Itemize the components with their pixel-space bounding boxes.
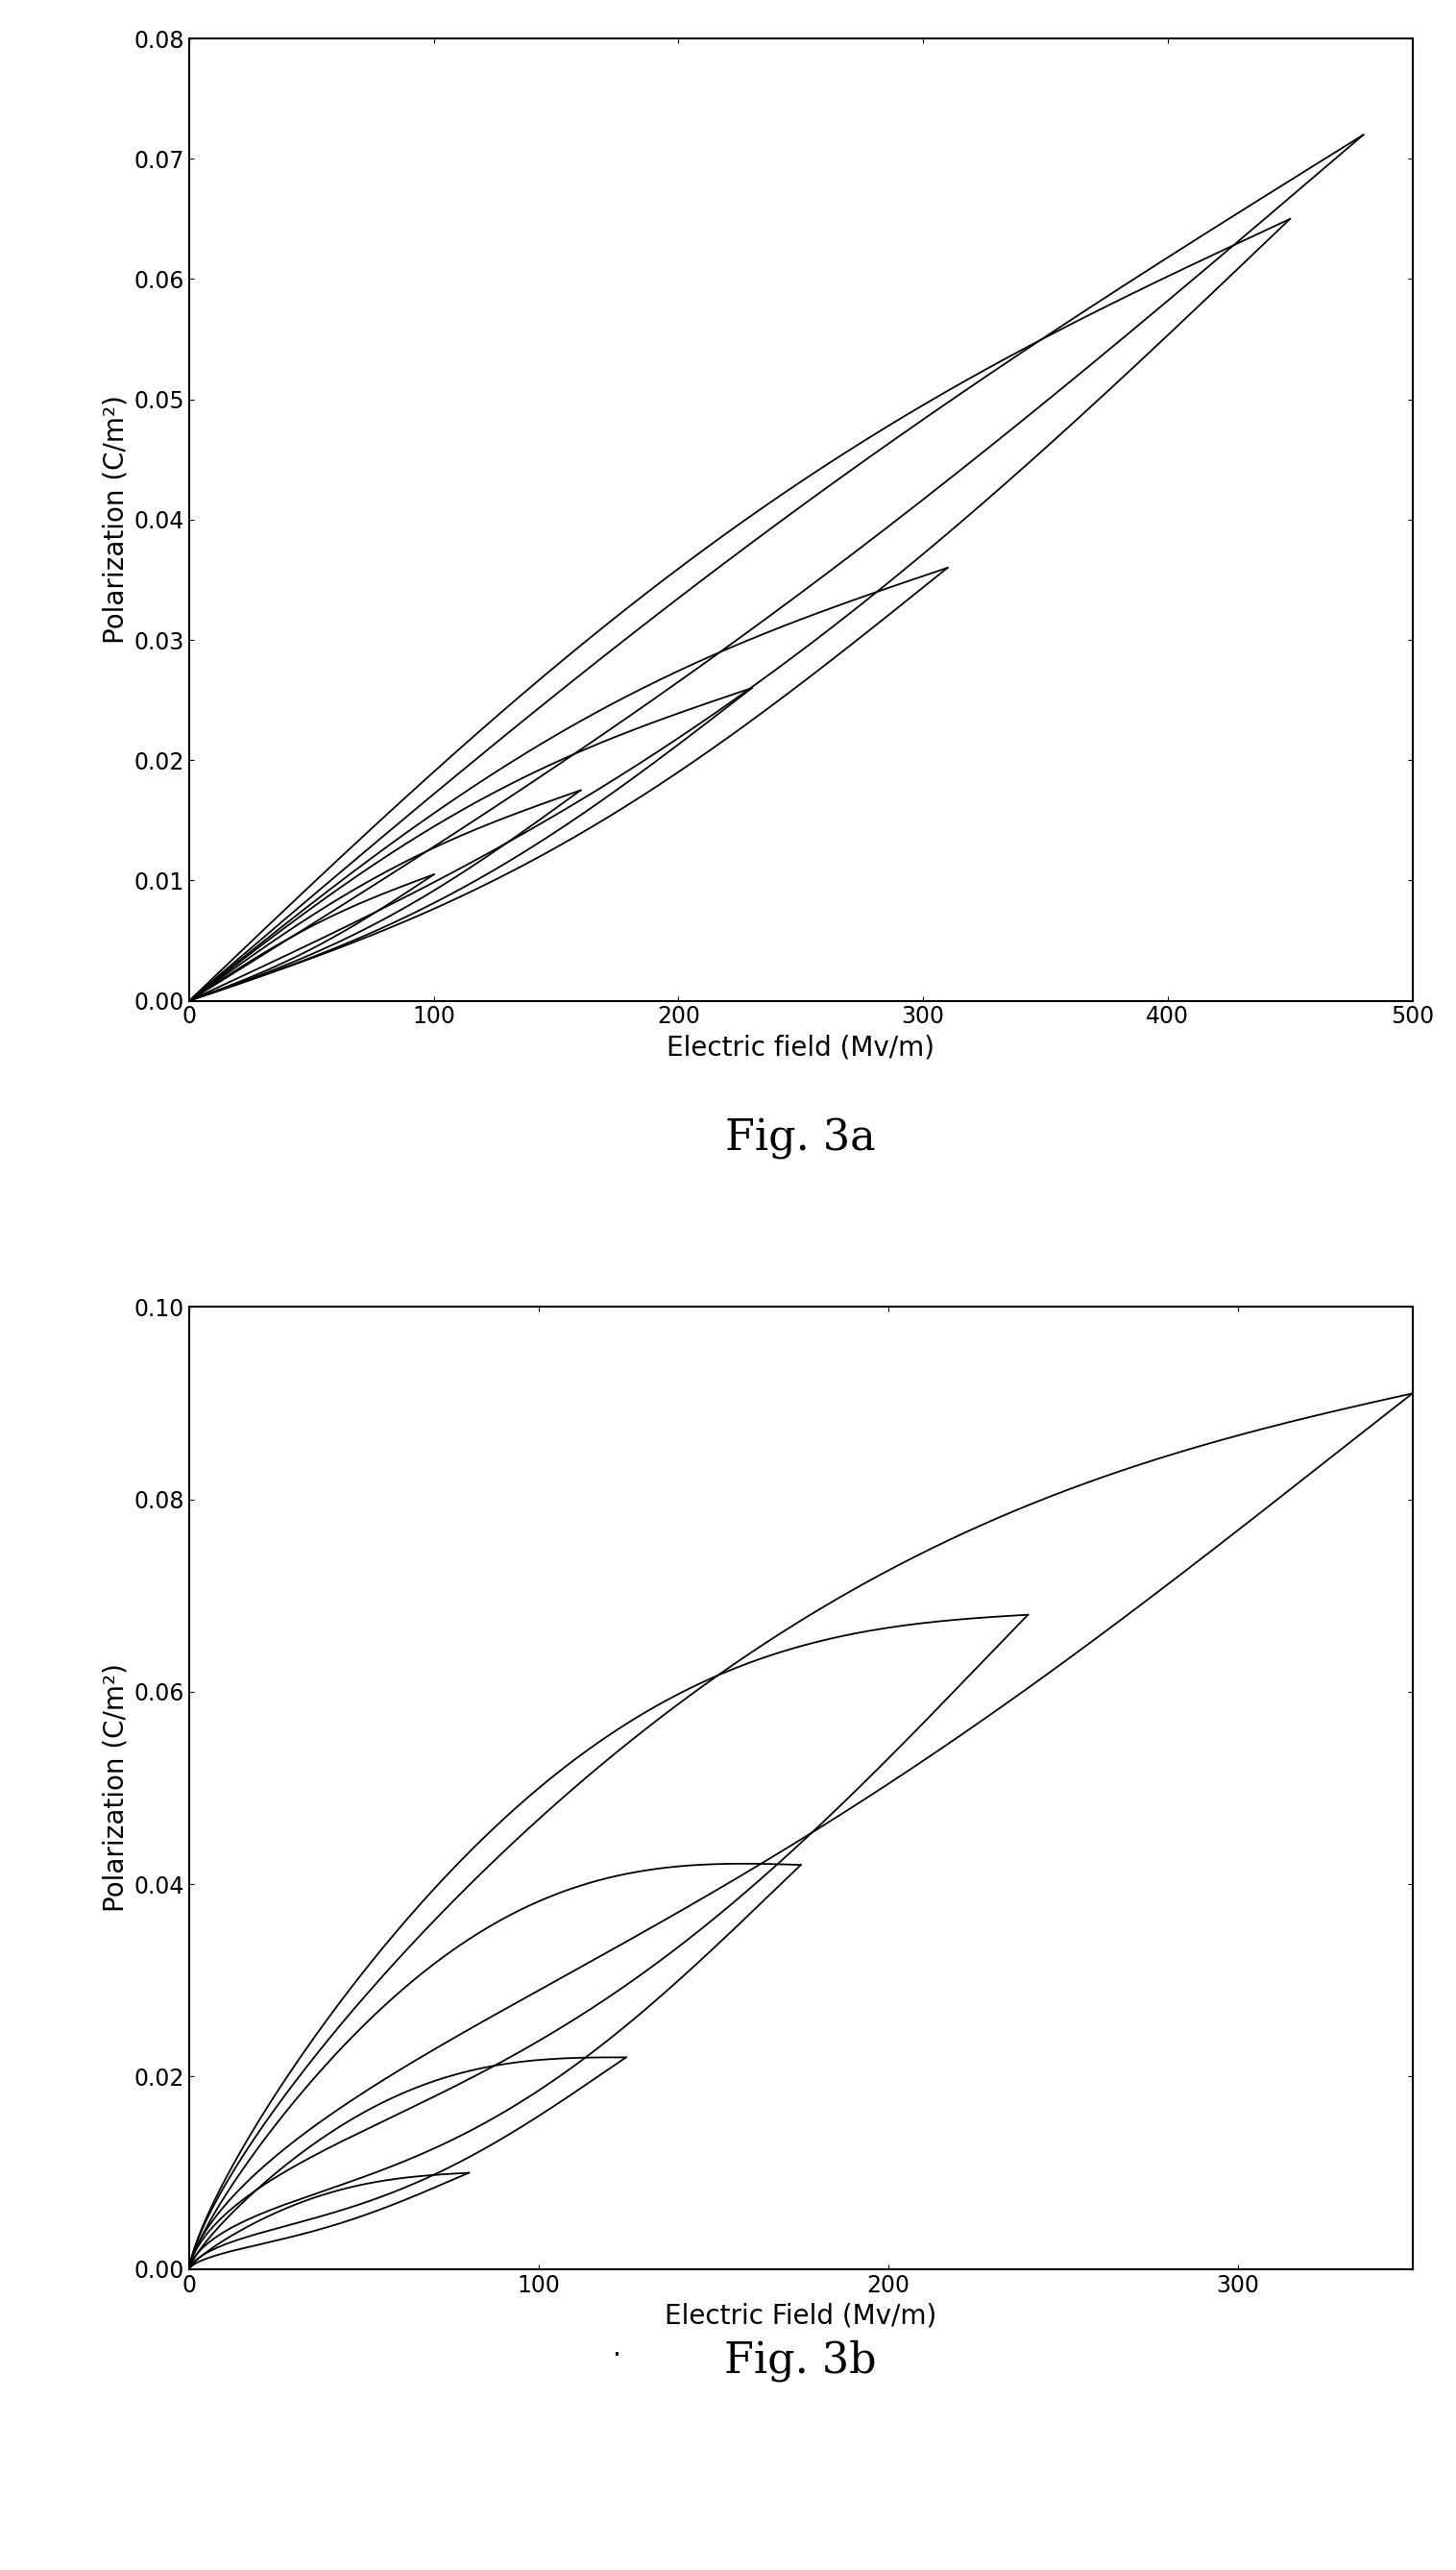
X-axis label: Electric field (Mv/m): Electric field (Mv/m)	[667, 1033, 935, 1061]
Text: ·: ·	[613, 2341, 622, 2370]
X-axis label: Electric Field (Mv/m): Electric Field (Mv/m)	[665, 2303, 936, 2328]
Text: Fig. 3a: Fig. 3a	[725, 1118, 877, 1159]
Text: Fig. 3b: Fig. 3b	[725, 2339, 877, 2382]
Y-axis label: Polarization (C/m²): Polarization (C/m²)	[102, 1663, 128, 1912]
Y-axis label: Polarization (C/m²): Polarization (C/m²)	[102, 396, 128, 645]
